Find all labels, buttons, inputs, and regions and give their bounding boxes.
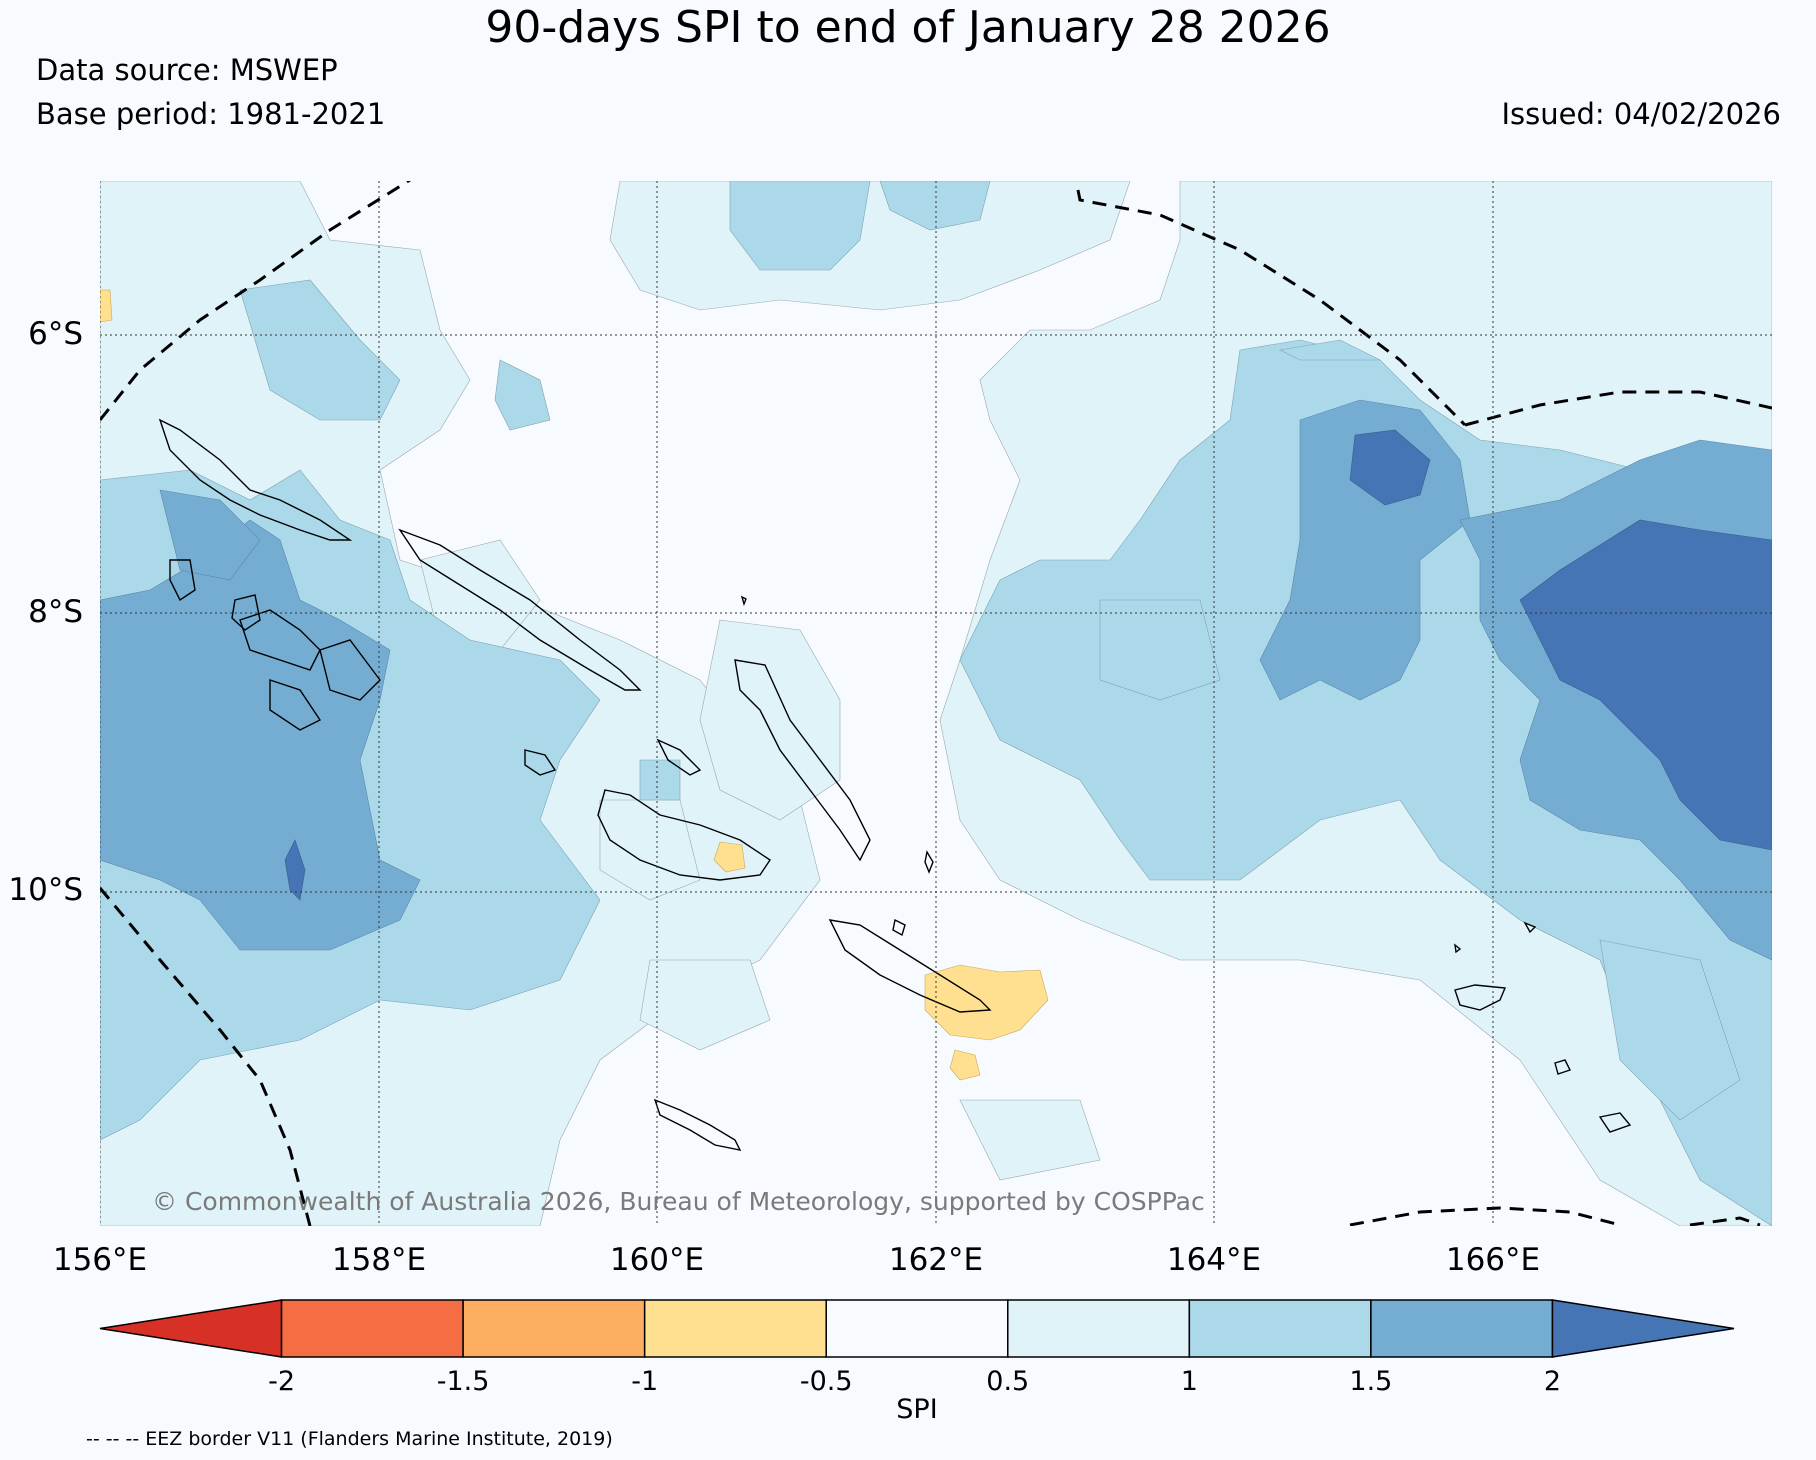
colorbar-segment	[825, 1299, 1009, 1358]
colorbar-tick: -1	[631, 1366, 658, 1397]
lat-axis-labels: 6°S 8°S 10°S	[8, 316, 83, 908]
data-source-label: Data source: MSWEP	[36, 53, 338, 87]
graticule	[100, 181, 1772, 1226]
base-period-label: Base period: 1981-2021	[36, 97, 386, 131]
issued-date-label: Issued: 04/02/2026	[1501, 97, 1781, 131]
eez-border-note: -- -- -- EEZ border V11 (Flanders Marine…	[86, 1428, 613, 1450]
colorbar-segment	[280, 1299, 464, 1358]
lon-label-164e: 164°E	[1167, 1242, 1261, 1278]
colorbar-label: SPI	[896, 1394, 937, 1425]
colorbar-tick: 2	[1544, 1366, 1561, 1397]
lon-label-156e: 156°E	[53, 1242, 147, 1278]
colorbar-segment	[1370, 1299, 1554, 1358]
colorbar-extend-low	[99, 1299, 283, 1358]
colorbar-segments	[99, 1299, 1735, 1358]
colorbar-tick: -0.5	[800, 1366, 853, 1397]
lon-label-160e: 160°E	[610, 1242, 704, 1278]
colorbar-tick: -1.5	[437, 1366, 490, 1397]
colorbar-tick: -2	[268, 1366, 295, 1397]
lon-label-162e: 162°E	[889, 1242, 983, 1278]
colorbar-extend-high	[1551, 1299, 1735, 1358]
colorbar-segment	[643, 1299, 827, 1358]
colorbar-segment	[1007, 1299, 1191, 1358]
map-title: 90-days SPI to end of January 28 2026	[485, 2, 1331, 53]
lon-axis-labels: 156°E 158°E 160°E 162°E 164°E 166°E	[53, 1242, 1540, 1278]
colorbar-segment	[462, 1299, 646, 1358]
spi-gt2-regions	[284, 429, 1772, 901]
colorbar-segment	[1188, 1299, 1372, 1358]
eez-borders	[100, 181, 1772, 1226]
lat-label-8s: 8°S	[28, 594, 83, 630]
colorbar-tick: 1.5	[1349, 1366, 1392, 1397]
coastlines	[158, 418, 1632, 1151]
colorbar-tick-labels: -2 -1.5 -1 -0.5 0.5 1 1.5 2	[268, 1366, 1561, 1397]
lat-label-6s: 6°S	[28, 316, 83, 352]
colorbar-tick: 1	[1181, 1366, 1198, 1397]
spi-m1-m0.5-regions	[100, 289, 1049, 1081]
lon-label-158e: 158°E	[332, 1242, 426, 1278]
colorbar-tick: 0.5	[986, 1366, 1029, 1397]
spi-contour-layer	[100, 181, 1772, 1226]
lon-label-166e: 166°E	[1446, 1242, 1540, 1278]
copyright-watermark: © Commonwealth of Australia 2026, Bureau…	[152, 1187, 1205, 1216]
lat-label-10s: 10°S	[8, 872, 83, 908]
